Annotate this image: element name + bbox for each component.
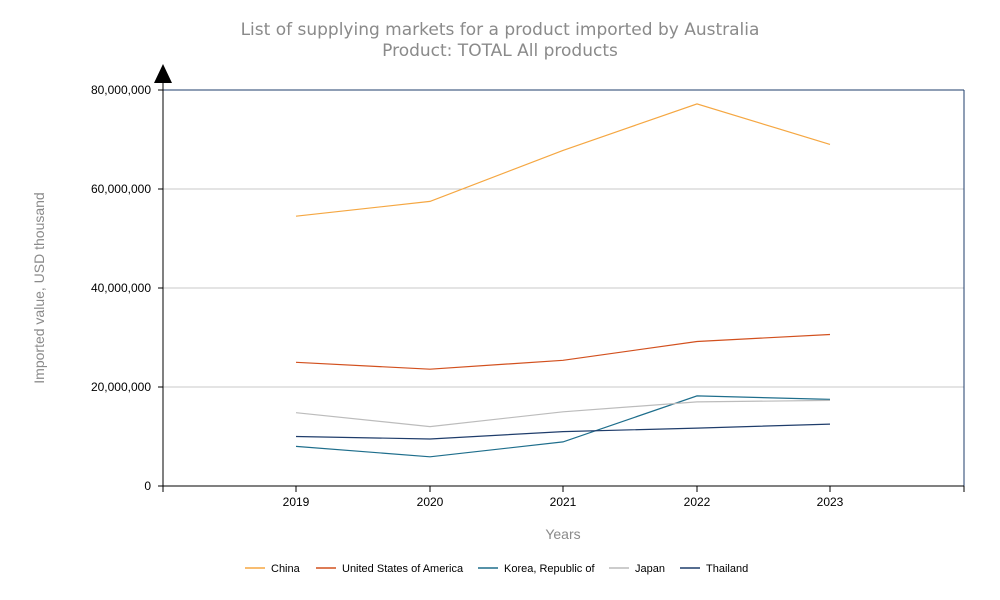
y-tick-label: 60,000,000 [91, 182, 151, 196]
series-line-thailand [295, 423, 831, 440]
y-tick-labels: 0 20,000,000 40,000,000 60,000,000 80,000,00… [91, 83, 151, 493]
y-tick-label: 40,000,000 [91, 281, 151, 295]
series-line-japan [295, 399, 831, 428]
axes [154, 64, 965, 492]
y-tick-label: 0 [144, 479, 151, 493]
legend-item-korea-republic-of: Korea, Republic of [478, 563, 595, 575]
y-tick-label: 20,000,000 [91, 380, 151, 394]
x-tick-label: 2019 [283, 495, 310, 509]
x-tick-label: 2020 [417, 495, 444, 509]
x-tick-label: 2022 [684, 495, 711, 509]
series-line-china [295, 103, 831, 217]
legend: China United States of America Korea, Repu… [245, 563, 748, 575]
x-tick-label: 2023 [817, 495, 844, 509]
chart-subtitle: Product: TOTAL All products [382, 41, 618, 61]
series-line-korea-republic-of [295, 395, 831, 458]
legend-label: Thailand [706, 563, 748, 575]
legend-label: China [271, 563, 301, 575]
legend-label: United States of America [342, 563, 464, 575]
x-axis-label: Years [545, 526, 580, 542]
chart-title: List of supplying markets for a product … [241, 20, 760, 40]
legend-item-united-states-of-america: United States of America [316, 563, 464, 575]
legend-item-japan: Japan [609, 563, 665, 575]
y-tick-label: 80,000,000 [91, 83, 151, 97]
legend-item-thailand: Thailand [680, 563, 748, 575]
y-axis-label: Imported value, USD thousand [31, 192, 47, 383]
x-tick-label: 2021 [550, 495, 577, 509]
legend-label: Japan [635, 563, 665, 575]
y-axis-arrow-icon [154, 64, 172, 83]
series-lines [295, 103, 831, 458]
grid-lines [163, 188, 964, 388]
legend-label: Korea, Republic of [504, 563, 595, 575]
legend-item-china: China [245, 563, 301, 575]
x-tick-labels: 2019 2020 2021 2022 2023 [283, 495, 844, 509]
series-line-united-states-of-america [295, 333, 831, 370]
